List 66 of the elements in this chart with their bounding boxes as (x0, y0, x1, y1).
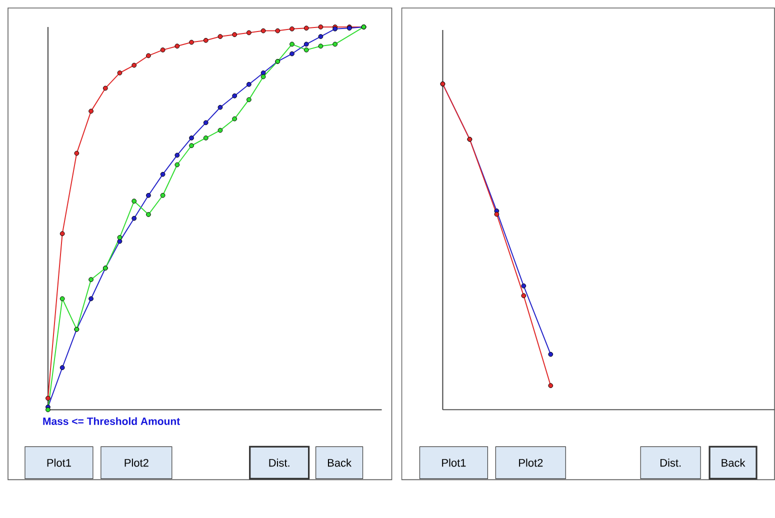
point (60, 365, 65, 370)
text: Dist. (269, 458, 290, 467)
point (304, 26, 309, 31)
point (60, 231, 65, 236)
point (304, 42, 309, 47)
point (88, 296, 94, 302)
point (218, 34, 223, 40)
point (174, 162, 180, 168)
point (189, 143, 194, 148)
point (174, 44, 180, 49)
text: Plot1 (47, 458, 71, 467)
point (88, 108, 94, 114)
point (132, 62, 137, 68)
point (132, 216, 137, 221)
point (521, 293, 526, 298)
point (246, 82, 252, 88)
point (318, 34, 324, 40)
point (117, 235, 122, 240)
point (203, 38, 208, 43)
point (88, 277, 94, 282)
point (318, 24, 324, 30)
point (160, 48, 166, 53)
point (290, 42, 294, 47)
point (203, 120, 208, 126)
point (246, 97, 252, 102)
point (46, 396, 50, 401)
point (232, 116, 238, 122)
point (548, 383, 554, 388)
text: Plot2 (519, 458, 543, 467)
point (146, 212, 151, 218)
text: Dist. (660, 458, 681, 467)
point (332, 42, 338, 47)
point (290, 51, 294, 56)
point (174, 152, 180, 158)
point (74, 151, 80, 156)
point (318, 44, 324, 49)
point (189, 136, 194, 141)
point (232, 32, 238, 38)
point (203, 136, 208, 141)
point (117, 70, 122, 76)
point (189, 40, 194, 45)
point (548, 352, 554, 357)
text: Plot2 (124, 458, 148, 467)
point (160, 193, 166, 198)
point (102, 86, 108, 91)
point (232, 94, 238, 98)
point (218, 105, 223, 110)
point (290, 26, 294, 32)
point (304, 48, 309, 53)
point (146, 53, 151, 58)
point (218, 128, 223, 133)
point (494, 212, 500, 217)
point (260, 28, 266, 34)
point (146, 193, 151, 198)
point (46, 407, 50, 412)
point (132, 198, 137, 204)
x-axis-title: Mass <= Threshold Amount (43, 417, 180, 426)
point (60, 296, 65, 302)
text: Plot1 (442, 458, 466, 467)
text: Back (722, 458, 746, 467)
text: Back (328, 458, 352, 467)
point (260, 74, 266, 80)
point (246, 30, 252, 36)
point (521, 284, 526, 289)
point (160, 172, 166, 177)
point (275, 28, 280, 34)
